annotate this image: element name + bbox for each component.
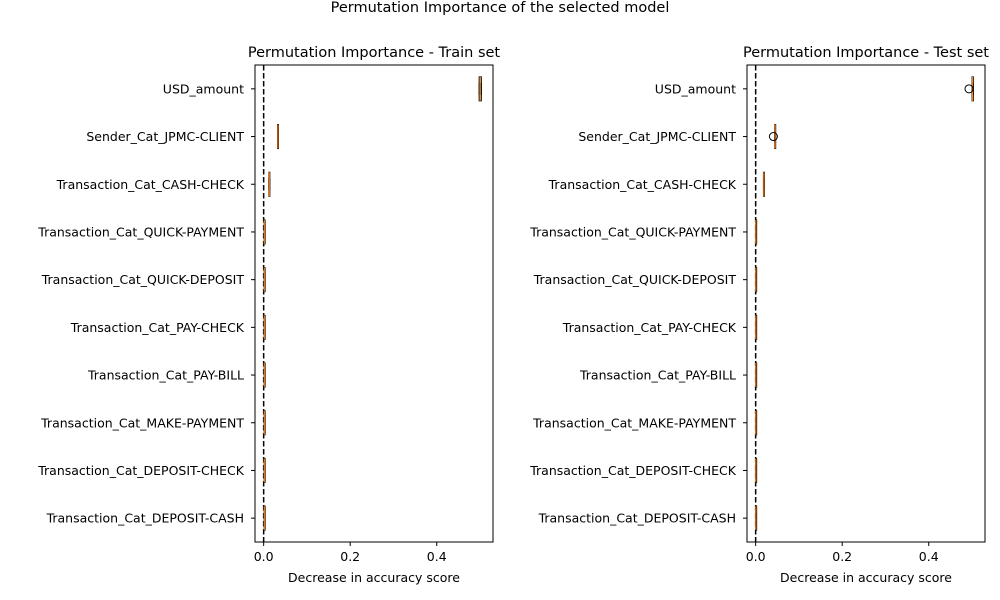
y-tick-label: Transaction_Cat_PAY-BILL bbox=[579, 368, 736, 383]
box-test-1 bbox=[768, 124, 778, 150]
plot-frame bbox=[746, 64, 986, 543]
x-axis-label: Decrease in accuracy score bbox=[288, 570, 460, 585]
box-test-3 bbox=[755, 219, 758, 245]
box-train-8 bbox=[263, 457, 266, 483]
y-tick-label: Transaction_Cat_PAY-BILL bbox=[87, 368, 244, 383]
y-tick-label: Transaction_Cat_QUICK-DEPOSIT bbox=[533, 272, 737, 287]
box-train-6 bbox=[263, 362, 266, 388]
x-tick-label: 0.0 bbox=[254, 549, 274, 564]
box-train-9 bbox=[263, 505, 266, 531]
box-train-1 bbox=[277, 124, 280, 150]
figure-title: Permutation Importance of the selected m… bbox=[331, 0, 670, 16]
y-tick-label: Transaction_Cat_CASH-CHECK bbox=[548, 177, 737, 192]
train-panel-title: Permutation Importance - Train set bbox=[248, 45, 501, 61]
y-tick-label: Transaction_Cat_QUICK-PAYMENT bbox=[529, 224, 736, 239]
test-panel-title: Permutation Importance - Test set bbox=[743, 45, 989, 61]
box-train-0 bbox=[478, 76, 482, 102]
y-tick-label: Transaction_Cat_QUICK-DEPOSIT bbox=[41, 272, 245, 287]
box-train-4 bbox=[263, 267, 266, 293]
y-tick-label: Transaction_Cat_PAY-CHECK bbox=[70, 320, 245, 335]
x-tick-label: 0.2 bbox=[832, 549, 852, 564]
x-tick-label: 0.2 bbox=[340, 549, 360, 564]
box-test-7 bbox=[755, 410, 758, 436]
train-set-panel: Permutation Importance - Train set USD_am… bbox=[37, 45, 500, 585]
x-tick-label: 0.0 bbox=[746, 549, 766, 564]
y-tick-label: USD_amount bbox=[163, 81, 244, 96]
box-train-2 bbox=[268, 171, 271, 197]
y-tick-label: Sender_Cat_JPMC-CLIENT bbox=[86, 129, 244, 144]
box-test-9 bbox=[755, 505, 758, 531]
y-tick-label: Transaction_Cat_DEPOSIT-CASH bbox=[46, 511, 244, 526]
y-tick-label: Transaction_Cat_QUICK-PAYMENT bbox=[37, 224, 244, 239]
box-test-8 bbox=[755, 457, 758, 483]
box-test-0 bbox=[964, 76, 974, 102]
box-test-5 bbox=[755, 314, 758, 340]
x-tick-label: 0.4 bbox=[919, 549, 939, 564]
box-test-2 bbox=[762, 171, 765, 197]
box-train-3 bbox=[263, 219, 266, 245]
y-tick-label: Transaction_Cat_MAKE-PAYMENT bbox=[40, 415, 244, 430]
y-tick-label: USD_amount bbox=[655, 81, 736, 96]
plot-frame bbox=[254, 64, 494, 543]
outlier-point bbox=[768, 132, 778, 142]
box-train-5 bbox=[263, 314, 266, 340]
test-set-panel: Permutation Importance - Test set USD_amo… bbox=[529, 45, 989, 585]
x-axis-label: Decrease in accuracy score bbox=[780, 570, 952, 585]
y-tick-label: Transaction_Cat_DEPOSIT-CHECK bbox=[37, 463, 245, 478]
y-tick-label: Transaction_Cat_CASH-CHECK bbox=[56, 177, 245, 192]
y-tick-label: Sender_Cat_JPMC-CLIENT bbox=[578, 129, 736, 144]
y-tick-label: Transaction_Cat_PAY-CHECK bbox=[562, 320, 737, 335]
y-tick-label: Transaction_Cat_DEPOSIT-CASH bbox=[538, 511, 736, 526]
box-test-4 bbox=[755, 267, 758, 293]
y-tick-label: Transaction_Cat_DEPOSIT-CHECK bbox=[529, 463, 737, 478]
box-test-6 bbox=[755, 362, 758, 388]
x-tick-label: 0.4 bbox=[427, 549, 447, 564]
outlier-point bbox=[964, 84, 974, 94]
box-train-7 bbox=[263, 410, 266, 436]
y-tick-label: Transaction_Cat_MAKE-PAYMENT bbox=[532, 415, 736, 430]
